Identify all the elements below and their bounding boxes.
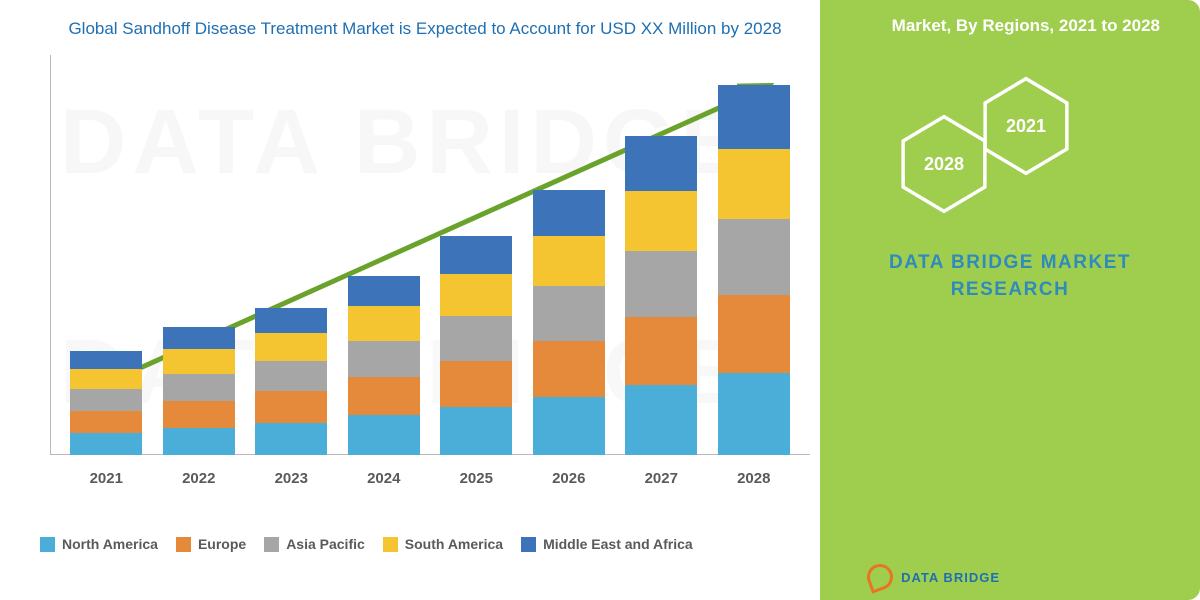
bar-segment [163,349,235,374]
bar-stack [348,276,420,455]
hex-badges: 20282021 [900,76,1140,236]
bar-segment [440,407,512,455]
bar-column [718,85,790,455]
bar-group [50,55,810,455]
bar-column [255,308,327,455]
bar-segment [348,276,420,306]
bar-segment [348,306,420,341]
bar-column [163,327,235,455]
bar-segment [70,369,142,389]
bar-segment [440,316,512,361]
bar-segment [163,327,235,349]
bar-segment [533,286,605,341]
x-axis-label: 2021 [70,470,142,487]
legend-swatch [264,537,279,552]
bar-segment [533,397,605,455]
x-axis-label: 2023 [255,470,327,487]
bar-stack [718,85,790,455]
bar-stack [70,351,142,455]
bar-segment [255,423,327,455]
bar-stack [163,327,235,455]
right-panel: Market, By Regions, 2021 to 2028 2028202… [820,0,1200,600]
bar-segment [255,391,327,423]
bar-segment [625,251,697,317]
bar-column [533,190,605,455]
bar-column [440,236,512,455]
chart-area: Global Sandhoff Disease Treatment Market… [0,0,820,600]
legend-swatch [176,537,191,552]
footer-logo-text: DATA BRIDGE [901,570,1000,585]
legend-label: North America [62,536,158,552]
bar-segment [255,361,327,391]
legend-item: South America [383,536,503,552]
plot: 20212022202320242025202620272028 [50,55,810,455]
bar-segment [625,136,697,191]
footer-logo-icon [863,560,896,593]
footer-logo: DATA BRIDGE [867,564,1000,590]
bar-stack [440,236,512,455]
right-panel-title: Market, By Regions, 2021 to 2028 [840,16,1160,36]
bar-segment [625,191,697,251]
chart-title: Global Sandhoff Disease Treatment Market… [59,18,791,41]
bar-segment [348,341,420,377]
bar-column [70,351,142,455]
bar-stack [533,190,605,455]
legend-item: Asia Pacific [264,536,365,552]
bar-segment [163,428,235,455]
bar-segment [533,236,605,286]
bar-segment [625,385,697,455]
bar-segment [718,85,790,149]
brand-line-1: DATA BRIDGE MARKET [889,252,1131,273]
bar-segment [70,351,142,369]
bar-segment [718,219,790,295]
x-axis-label: 2026 [533,470,605,487]
bar-column [625,136,697,455]
bar-segment [718,149,790,219]
legend-label: South America [405,536,503,552]
bar-segment [440,361,512,407]
bar-segment [163,401,235,428]
bar-column [348,276,420,455]
bar-segment [348,377,420,415]
x-axis-label: 2025 [440,470,512,487]
bar-segment [625,317,697,385]
bar-segment [440,274,512,316]
hex-badge: 2021 [982,76,1070,176]
bar-segment [440,236,512,274]
legend-swatch [40,537,55,552]
bar-segment [718,373,790,455]
legend-swatch [383,537,398,552]
legend-item: Middle East and Africa [521,536,693,552]
bar-segment [163,374,235,401]
bar-segment [348,415,420,455]
legend-label: Europe [198,536,246,552]
legend-item: Europe [176,536,246,552]
brand-text: DATA BRIDGE MARKET RESEARCH [820,250,1200,303]
x-axis-label: 2027 [625,470,697,487]
bar-segment [533,341,605,397]
bar-segment [533,190,605,236]
legend-label: Middle East and Africa [543,536,693,552]
x-axis-label: 2024 [348,470,420,487]
bar-segment [718,295,790,373]
bar-stack [255,308,327,455]
bar-segment [255,333,327,361]
x-axis-labels: 2021 2022 2023 2024 2025 2026 2027 2028 [50,470,810,487]
legend: North America Europe Asia Pacific South Ame… [40,536,820,552]
brand-line-2: RESEARCH [951,279,1070,300]
x-axis-label: 2022 [163,470,235,487]
bar-segment [70,389,142,411]
hex-badge: 2028 [900,114,988,214]
legend-label: Asia Pacific [286,536,365,552]
bar-segment [70,411,142,433]
legend-item: North America [40,536,158,552]
bar-stack [625,136,697,455]
x-axis-label: 2028 [718,470,790,487]
bar-segment [255,308,327,333]
bar-segment [70,433,142,455]
legend-swatch [521,537,536,552]
